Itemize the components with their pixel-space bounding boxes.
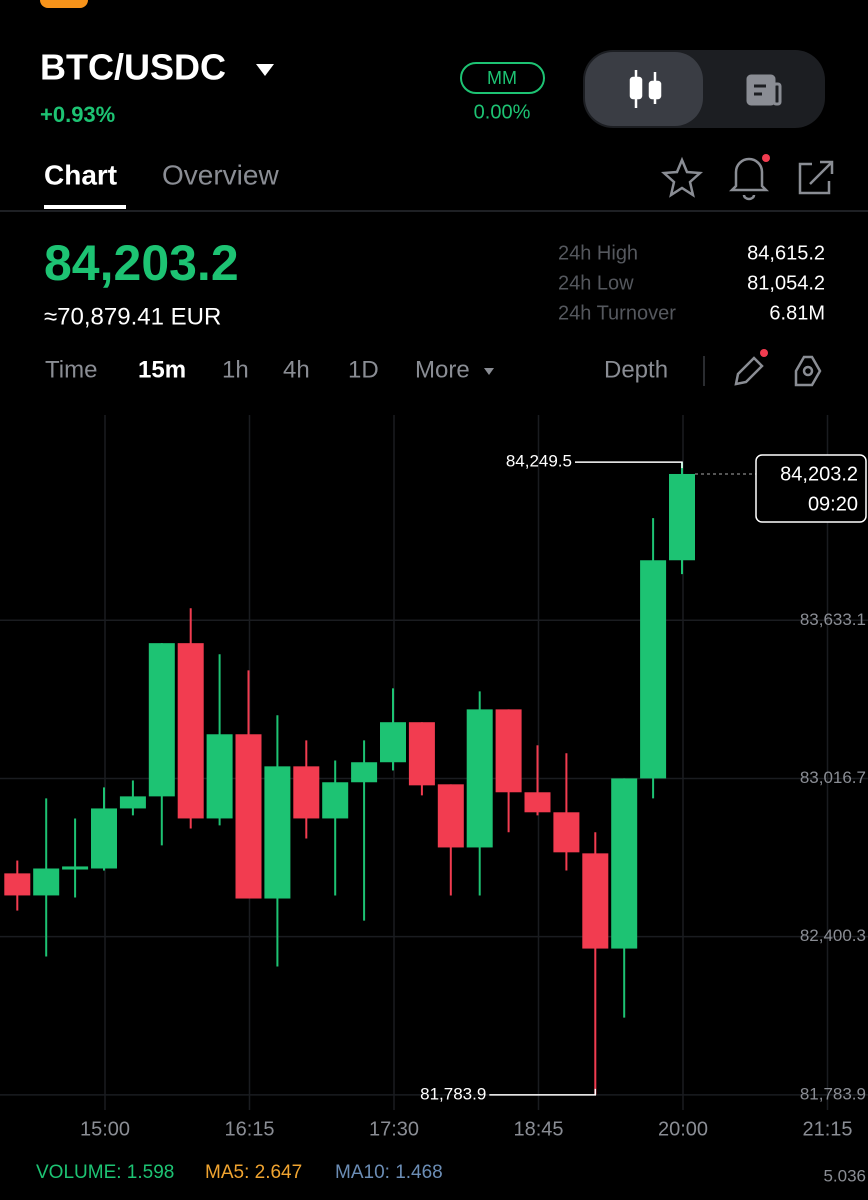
candle-body <box>553 812 580 853</box>
mode-pill[interactable] <box>460 62 545 94</box>
interval[interactable]: More <box>415 356 470 383</box>
candle-icon <box>629 70 662 108</box>
ma10-label: MA10: 1.468 <box>335 1162 443 1183</box>
pair[interactable]: BTC/USDC <box>40 47 226 88</box>
last-price: 84,203.2 <box>44 235 239 291</box>
stats: 24h High 84,615.2 24h Low 81,054.2 24h Turno… <box>558 242 825 324</box>
candle-body <box>669 473 695 561</box>
high-label: 84,249.5 <box>506 452 572 471</box>
low-marker <box>489 1088 597 1096</box>
volume-scale: 5.036 <box>823 1166 866 1185</box>
toggle-info[interactable] <box>746 74 782 106</box>
x-tick-label: 16:15 <box>224 1118 274 1140</box>
x-tick-label: 21:15 <box>802 1118 852 1140</box>
candle-body <box>33 868 60 896</box>
candle-body <box>148 643 175 797</box>
stat-value: 81,054.2 <box>747 272 825 294</box>
interval[interactable]: 1D <box>348 356 379 383</box>
candle-body <box>293 766 320 819</box>
chart: 83,633.1 83,016.7 82,400.3 81,783.9 15:00 16:… <box>0 415 868 1140</box>
tab-overview[interactable]: Overview <box>162 159 279 190</box>
stat-label: 24h Low <box>558 272 634 294</box>
candle-body <box>437 784 464 848</box>
candle-body <box>4 873 31 896</box>
candle-body <box>466 709 493 848</box>
toggle-chart[interactable] <box>585 52 703 126</box>
alert-dot <box>762 154 770 162</box>
candle-body <box>91 808 117 869</box>
draw-dot <box>760 349 768 357</box>
pair-dropdown[interactable] <box>256 64 274 76</box>
intervals: Time 15m 1h 4h 1D More <box>45 356 470 383</box>
y-tick-label: 83,016.7 <box>800 768 866 787</box>
volume-label: VOLUME: 1.598 <box>36 1162 174 1183</box>
candle-body <box>408 722 435 786</box>
mode-value: 0.00% <box>474 101 531 123</box>
interval[interactable]: 1h <box>222 356 249 383</box>
high-marker <box>575 461 683 469</box>
candle-body <box>177 643 204 819</box>
x-tick-label: 18:45 <box>513 1118 563 1140</box>
countdown-label: 09:20 <box>808 493 858 515</box>
stat-value: 84,615.2 <box>747 242 825 264</box>
x-tick-label: 15:00 <box>80 1118 130 1140</box>
candle-body <box>582 853 609 949</box>
x-tick-label: 20:00 <box>658 1118 708 1140</box>
candle-body <box>322 782 349 819</box>
app-icon <box>40 0 88 8</box>
settings-icon[interactable] <box>794 355 822 387</box>
tab-chart[interactable]: Chart <box>44 159 117 190</box>
stat-label: 24h Turnover <box>558 302 676 324</box>
more-dropdown[interactable] <box>484 368 494 375</box>
y-tick-label: 81,783.9 <box>800 1084 866 1103</box>
last-price-label: 84,203.2 <box>780 463 858 485</box>
converted-price: ≈70,879.41 EUR <box>44 303 221 330</box>
candle-body <box>351 762 378 783</box>
candle-body <box>62 866 89 870</box>
candle-body <box>380 722 406 763</box>
favorite-icon[interactable] <box>660 156 704 198</box>
draw-icon[interactable] <box>734 356 764 386</box>
mode: MM <box>487 68 517 88</box>
interval[interactable]: 4h <box>283 356 310 383</box>
interval: Time <box>45 356 97 383</box>
tab-underline <box>44 205 126 209</box>
candle-body <box>119 796 146 809</box>
stat-value: 6.81M <box>769 302 825 324</box>
candle-body <box>640 560 667 779</box>
candle-body <box>524 792 551 813</box>
low-label: 81,783.9 <box>420 1084 486 1103</box>
alert-icon[interactable] <box>728 157 770 201</box>
last-price-box <box>755 454 867 523</box>
y-tick-label: 82,400.3 <box>800 926 866 945</box>
stat-label: 24h High <box>558 242 638 264</box>
y-tick-label: 83,633.1 <box>800 610 866 629</box>
candle-body <box>235 734 262 899</box>
candle-body <box>206 734 233 819</box>
candle-body <box>264 766 291 899</box>
change: +0.93% <box>40 102 115 127</box>
share-icon[interactable] <box>798 160 834 195</box>
x-tick-label: 17:30 <box>369 1118 419 1140</box>
interval[interactable]: 15m <box>138 356 186 383</box>
candle-body <box>611 778 638 949</box>
candle-body <box>495 709 522 793</box>
depth-tab[interactable]: Depth <box>604 356 668 383</box>
ma5-label: MA5: 2.647 <box>205 1162 302 1183</box>
